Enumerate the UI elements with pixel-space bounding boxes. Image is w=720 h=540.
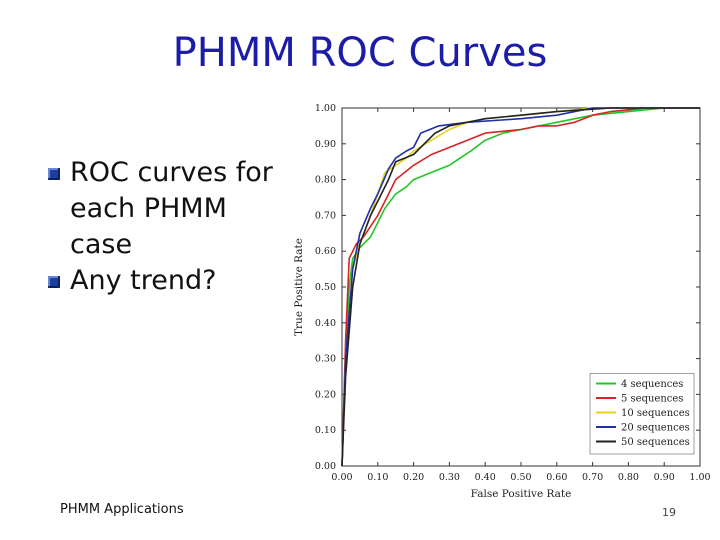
footer-text: PHMM Applications bbox=[60, 502, 184, 517]
x-tick-label: 0.80 bbox=[618, 472, 639, 483]
y-tick-label: 0.20 bbox=[315, 389, 336, 400]
x-tick-label: 1.00 bbox=[689, 472, 710, 483]
y-tick-label: 0.50 bbox=[315, 282, 336, 293]
y-axis-label: True Positive Rate bbox=[293, 238, 305, 336]
x-tick-label: 0.70 bbox=[582, 472, 603, 483]
x-tick-label: 0.50 bbox=[510, 472, 531, 483]
y-tick-label: 0.30 bbox=[315, 354, 336, 365]
x-tick-label: 0.60 bbox=[546, 472, 567, 483]
legend-label: 4 sequences bbox=[621, 379, 683, 390]
x-tick-label: 0.90 bbox=[654, 472, 675, 483]
y-tick-label: 0.40 bbox=[315, 318, 336, 329]
x-tick-label: 0.40 bbox=[475, 472, 496, 483]
y-tick-label: 0.00 bbox=[315, 461, 336, 472]
bullet-item: ROC curves for each PHMM case bbox=[48, 155, 278, 263]
bullet-list: ROC curves for each PHMM case Any trend? bbox=[48, 155, 278, 299]
y-tick-label: 0.60 bbox=[315, 246, 336, 257]
series-line-4 bbox=[341, 107, 700, 467]
legend-label: 20 sequences bbox=[621, 423, 690, 434]
roc-chart: 0.00 0.10 0.20 0.30 0.40 0.50 0.60 0.70 0.80 0.90… bbox=[293, 103, 710, 500]
legend-label: 10 sequences bbox=[621, 408, 690, 419]
bullet-text: ROC curves for each PHMM case bbox=[70, 157, 273, 260]
bullet-square-icon bbox=[48, 168, 60, 180]
bullet-text: Any trend? bbox=[70, 265, 217, 296]
slide-title: PHMM ROC Curves bbox=[172, 30, 548, 76]
y-tick-label: 0.70 bbox=[315, 210, 336, 221]
y-tick-label: 0.10 bbox=[315, 425, 336, 436]
y-tick-label: 0.80 bbox=[315, 175, 336, 186]
bullet-square-icon bbox=[48, 276, 60, 288]
series-line-5 bbox=[341, 107, 700, 467]
legend-label: 50 sequences bbox=[621, 437, 690, 448]
x-tick-label: 0.10 bbox=[367, 472, 388, 483]
x-tick-label: 0.00 bbox=[331, 472, 352, 483]
x-tick-label: 0.30 bbox=[439, 472, 460, 483]
x-axis-label: False Positive Rate bbox=[471, 488, 572, 500]
bullet-item: Any trend? bbox=[48, 263, 278, 299]
y-tick-label: 1.00 bbox=[315, 103, 336, 114]
x-tick-label: 0.20 bbox=[403, 472, 424, 483]
page-number: 19 bbox=[662, 506, 676, 519]
y-tick-label: 0.90 bbox=[315, 139, 336, 150]
legend-label: 5 sequences bbox=[621, 394, 683, 405]
